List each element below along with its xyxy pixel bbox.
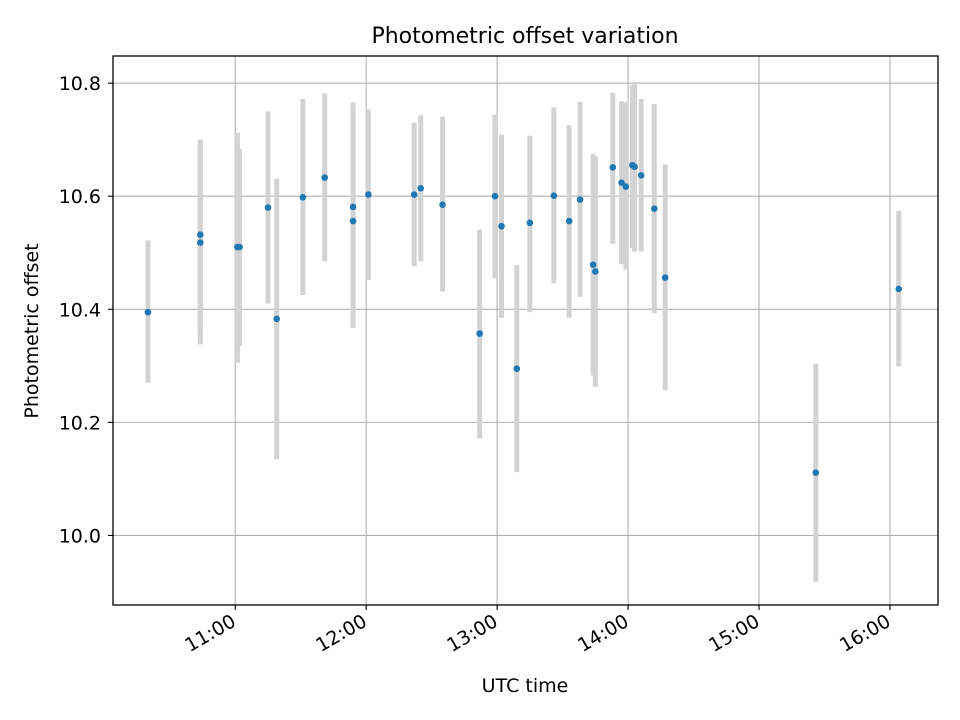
data-point: [273, 315, 280, 323]
data-point: [618, 179, 625, 186]
data-point: [365, 191, 372, 198]
data-point: [631, 163, 638, 171]
data-point: [476, 330, 483, 337]
data-point: [299, 194, 307, 201]
y-axis-ticks: 10.0 10.2 10.4 10.6 10.8: [59, 73, 113, 547]
data-points: [144, 161, 903, 476]
data-point: [236, 243, 243, 251]
plot-frame: [112, 55, 939, 606]
data-point: [576, 196, 584, 203]
data-point: [589, 261, 597, 268]
data-point: [526, 219, 534, 227]
data-point: [439, 201, 446, 208]
data-point: [650, 205, 658, 212]
data-point: [417, 185, 425, 192]
data-point: [264, 204, 272, 211]
data-point: [622, 183, 630, 190]
data-point: [637, 171, 645, 179]
data-point: [592, 268, 599, 275]
data-point: [513, 365, 521, 372]
data-point: [197, 239, 204, 246]
data-point: [491, 192, 499, 200]
data-point: [321, 174, 329, 181]
data-point: [349, 217, 357, 225]
y-tick-label: 10.4: [59, 299, 101, 321]
data-point: [565, 217, 573, 225]
data-point: [609, 164, 617, 171]
y-axis-label: Photometric offset: [21, 243, 43, 418]
data-point: [550, 192, 558, 199]
data-point: [498, 222, 505, 230]
data-point: [661, 274, 669, 281]
data-point: [144, 308, 152, 316]
data-point: [895, 285, 903, 293]
y-tick-label: 10.6: [59, 186, 101, 208]
y-tick-label: 10.0: [59, 525, 101, 547]
x-axis-label: UTC time: [482, 675, 569, 697]
data-point: [197, 231, 204, 238]
data-point: [349, 203, 357, 211]
data-point: [410, 191, 418, 198]
chart-title: Photometric offset variation: [371, 24, 678, 49]
data-point: [812, 469, 820, 476]
y-tick-label: 10.2: [59, 412, 101, 434]
y-tick-label: 10.8: [59, 73, 101, 95]
